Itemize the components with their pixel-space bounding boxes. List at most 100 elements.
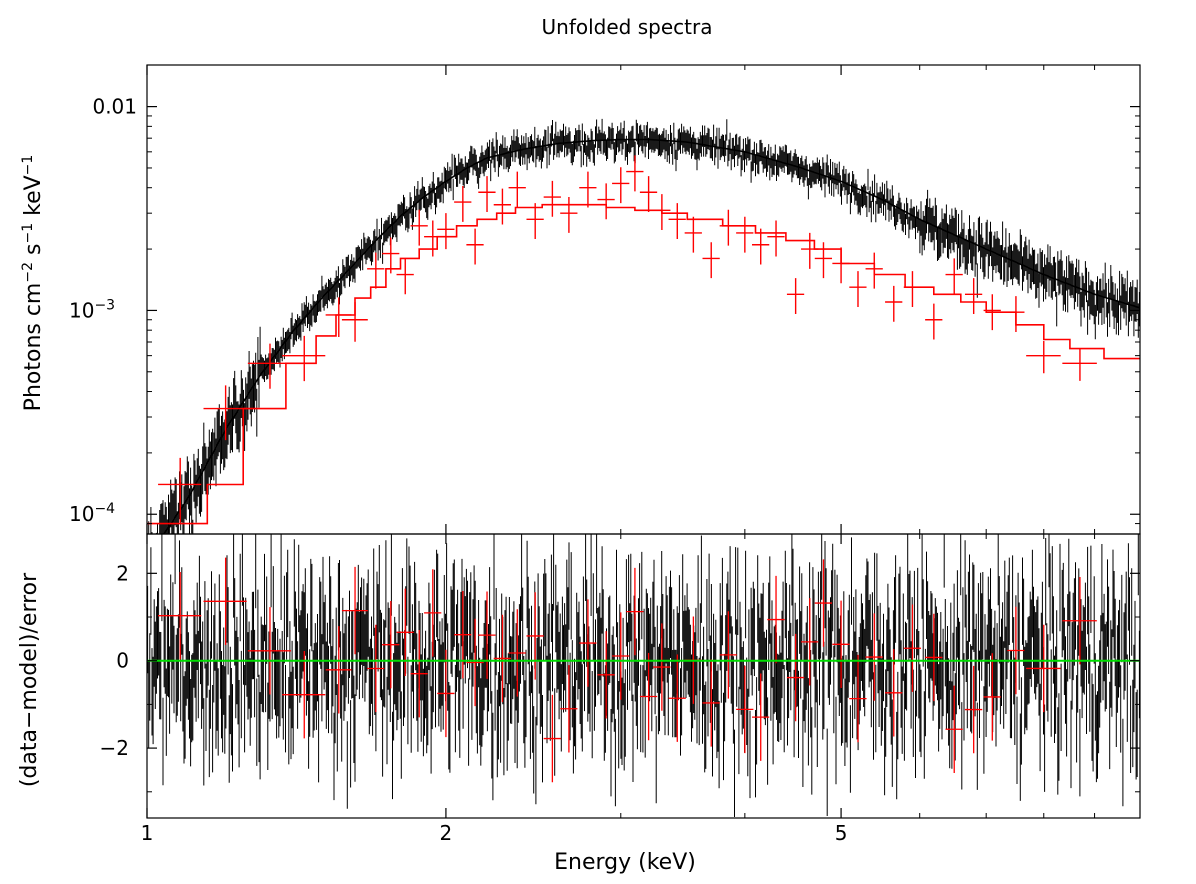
red-data-point (925, 303, 943, 340)
red-data-point (247, 343, 292, 389)
red-data-point (508, 171, 526, 208)
ylabel-exp-1: −2 (20, 262, 36, 283)
red-residual-point (410, 629, 428, 718)
spectrum-panel: 0.01 10−3 10−4 (69, 64, 1141, 535)
red-data-point (526, 203, 544, 240)
red-data-point (454, 185, 472, 222)
red-residual-point (814, 559, 833, 647)
red-residual-point (903, 604, 921, 692)
red-data-point (282, 335, 326, 382)
y-tick-base: 10 (69, 298, 94, 322)
red-residual-point (158, 571, 202, 660)
red-residual-point (579, 599, 597, 687)
red-residual-point (736, 665, 754, 754)
red-residual-point (508, 609, 526, 697)
y-tick-label: 10−3 (69, 297, 115, 322)
x-tick-label: 2 (440, 821, 453, 845)
red-data-point (736, 216, 754, 253)
red-residual-point (203, 557, 247, 646)
residuals-panel-frame (146, 533, 1141, 819)
red-data-point (382, 237, 400, 274)
red-residual-point (367, 624, 385, 713)
red-data-point (1026, 340, 1061, 374)
chart-title: Unfolded spectra (542, 15, 713, 39)
red-data-point (203, 385, 247, 441)
spectrum-y-ticks: 0.01 10−3 10−4 (69, 95, 1140, 535)
red-residual-point (945, 685, 963, 773)
ylabel-main: Photons cm (21, 283, 46, 412)
red-data-point (964, 278, 983, 315)
red-residual-point (325, 626, 352, 714)
red-residual-point (719, 611, 737, 699)
spectrum-panel-frame (146, 64, 1141, 535)
residuals-y-axis-label: (data−model)/error (17, 572, 42, 787)
x-axis-label: Energy (keV) (554, 850, 696, 875)
red-residual-point (639, 652, 658, 741)
red-residual-point (466, 618, 484, 707)
red-residual-point (832, 600, 850, 689)
red-residual-point (478, 591, 496, 679)
red-data-point (752, 228, 770, 265)
ylabel-mid-2: keV (21, 175, 46, 223)
red-data-point (410, 209, 428, 246)
red-residual-point (597, 631, 615, 719)
red-residual-point (786, 633, 805, 722)
spectrum-data-group (147, 118, 1140, 534)
red-residual-point (767, 575, 785, 664)
residuals-data-group (147, 534, 1140, 817)
red-residual-point (493, 614, 511, 703)
residuals-y-ticks: 2 0 −2 (100, 561, 1140, 793)
black-model-curve (163, 138, 1140, 534)
red-data-point (885, 285, 903, 322)
red-residual-point (1007, 606, 1025, 695)
red-data-point (903, 271, 921, 307)
red-residual-point (964, 665, 983, 754)
red-residual-point (849, 654, 867, 743)
red-data-point (597, 183, 615, 220)
y-tick-label: 10−4 (69, 501, 115, 526)
ylabel-exp-3: −1 (20, 155, 36, 176)
y-tick-label: −2 (100, 736, 129, 760)
x-tick-label: 5 (835, 821, 848, 845)
spectrum-y-axis-label: Photons cm−2 s−1 keV−1 (20, 155, 46, 412)
energy-x-ticks: 1 2 5 (141, 65, 1141, 845)
red-data-point (702, 242, 720, 279)
red-data-point (668, 203, 686, 240)
red-data-point (543, 180, 561, 217)
residuals-panel: 2 0 −2 (100, 533, 1141, 819)
red-data-point (801, 232, 819, 269)
red-data-point (437, 213, 455, 250)
red-residual-point (247, 607, 292, 695)
red-residual-point (885, 649, 903, 737)
red-data-point (466, 228, 484, 265)
y-tick-label: 0 (116, 649, 129, 673)
black-residual-points (147, 534, 1140, 817)
red-data-point (158, 457, 202, 523)
red-data-point (719, 209, 737, 246)
red-data-point (945, 258, 963, 295)
red-residual-point (424, 569, 442, 657)
red-data-point (684, 216, 702, 253)
red-data-point (612, 167, 630, 204)
red-residual-point (626, 567, 644, 656)
red-residual-point (560, 665, 578, 753)
red-data-point (865, 252, 883, 289)
black-data-points (147, 118, 1140, 534)
red-model-steps (147, 203, 1140, 525)
red-data-point (814, 242, 833, 279)
red-residual-point (925, 613, 943, 702)
red-residual-point (653, 623, 671, 711)
red-data-point (560, 197, 578, 233)
ylabel-mid-1: s (21, 244, 46, 262)
red-data-point (653, 194, 671, 231)
red-data-point (367, 252, 385, 289)
red-residual-point (1026, 624, 1061, 713)
red-residual-point (668, 654, 686, 742)
red-data-point (786, 278, 805, 315)
red-data-point (396, 258, 414, 295)
red-data-point (1007, 296, 1025, 332)
red-data-point (983, 294, 1001, 331)
y-tick-label: 0.01 (92, 95, 137, 119)
red-data-point (767, 220, 785, 257)
y-tick-label: 2 (116, 561, 129, 585)
